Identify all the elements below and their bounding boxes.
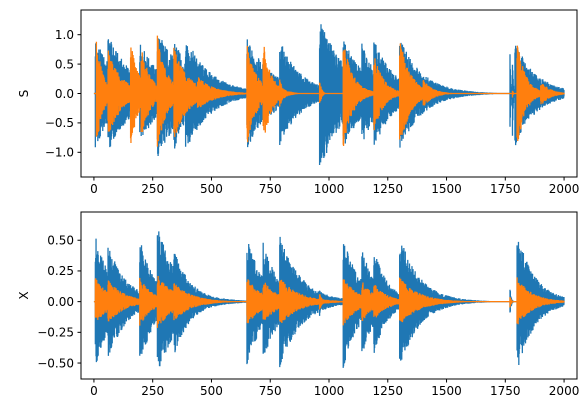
x-tick-label: 500 bbox=[200, 384, 223, 398]
x-tick-label: 1250 bbox=[372, 384, 403, 398]
x-tick-label: 1500 bbox=[431, 384, 462, 398]
x-tick-label: 0 bbox=[90, 182, 98, 196]
y-tick-label: −1.0 bbox=[45, 146, 74, 160]
y-tick-label: 0.25 bbox=[47, 264, 74, 278]
y-tick-label: −0.5 bbox=[45, 116, 74, 130]
x-tick-label: 250 bbox=[141, 384, 164, 398]
x-tick-label: 2000 bbox=[549, 182, 580, 196]
y-tick-label: −0.25 bbox=[37, 326, 74, 340]
x-tick-label: 1750 bbox=[490, 384, 521, 398]
top-subplot-s: 0 250 500 750 1000 1250 1500 1750 2000 −1.0 −0.5 0.… bbox=[17, 9, 580, 196]
y-tick-label: −0.50 bbox=[37, 356, 74, 370]
x-tick-label: 1750 bbox=[490, 182, 521, 196]
y-tick-label: 0.00 bbox=[47, 295, 74, 309]
y-tick-label: 0.5 bbox=[55, 57, 74, 71]
y-axis-label: S bbox=[17, 90, 31, 98]
x-tick-label: 1250 bbox=[372, 182, 403, 196]
y-tick-label: 1.0 bbox=[55, 28, 74, 42]
plot-area bbox=[93, 24, 565, 166]
x-tick-label: 2000 bbox=[549, 384, 580, 398]
x-tick-label: 1000 bbox=[314, 182, 345, 196]
bottom-subplot-x: 0 250 500 750 1000 1250 1500 1750 2000 −0.50 −0.25… bbox=[17, 211, 580, 398]
plot-area bbox=[93, 231, 565, 368]
x-tick-label: 1500 bbox=[431, 182, 462, 196]
x-tick-label: 0 bbox=[90, 384, 98, 398]
series-line-1 bbox=[93, 275, 565, 328]
x-tick-label: 750 bbox=[259, 384, 282, 398]
x-tick-label: 250 bbox=[141, 182, 164, 196]
x-tick-label: 1000 bbox=[314, 384, 345, 398]
y-tick-label: 0.50 bbox=[47, 234, 74, 248]
y-axis-label: X bbox=[17, 291, 31, 299]
x-tick-label: 750 bbox=[259, 182, 282, 196]
x-tick-label: 500 bbox=[200, 182, 223, 196]
series-line-1 bbox=[93, 35, 565, 147]
y-tick-label: 0.0 bbox=[55, 87, 74, 101]
